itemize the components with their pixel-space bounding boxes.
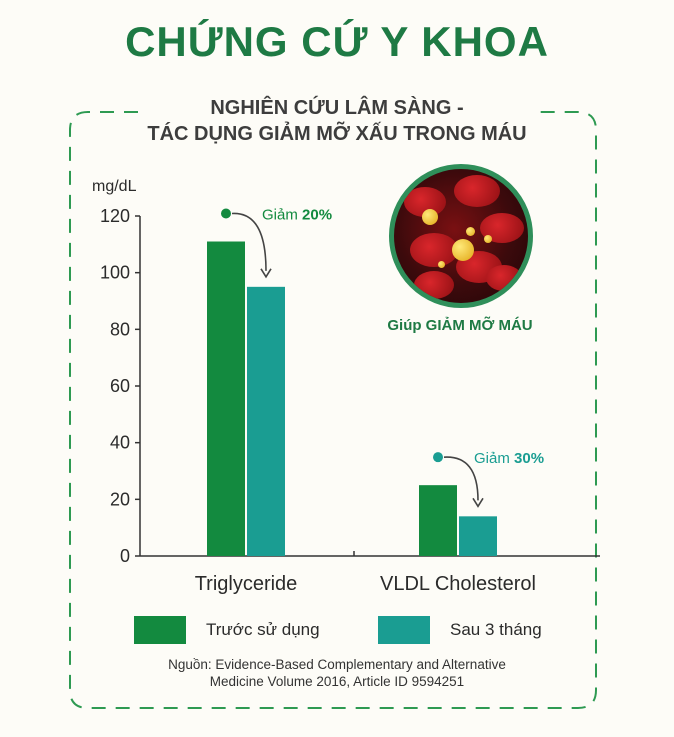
annotation-arrowhead [472,497,484,508]
legend-label-before: Trước sử dụng [206,620,320,639]
y-tick-label: 40 [110,433,130,453]
bar-after-1 [459,516,497,556]
y-tick-label: 100 [100,263,130,283]
y-tick-label: 0 [120,546,130,566]
y-tick-label: 20 [110,489,130,509]
subtitle-line-1: NGHIÊN CỨU LÂM SÀNG - [210,97,464,119]
bar-after-0 [247,286,285,556]
image-caption: Giúp GIẢM MỠ MÁU [387,317,533,334]
legend-item-after: Sau 3 tháng [378,615,542,645]
legend-swatch-before [134,616,186,644]
y-tick-label: 80 [110,319,130,339]
annotation-dot [433,452,443,463]
x-category-label: VLDL Cholesterol [380,573,536,595]
study-subtitle: NGHIÊN CỨU LÂM SÀNG - TÁC DỤNG GIẢM MỠ X… [0,95,674,147]
bar-before-0 [207,241,245,556]
y-tick-label: 60 [110,376,130,396]
bar-before-1 [419,485,457,556]
source-line-2: Medicine Volume 2016, Article ID 9594251 [209,674,465,689]
x-category-label: Triglyceride [195,573,298,595]
annotation-arrowhead [260,268,272,279]
subtitle-line-2: TÁC DỤNG GIẢM MỠ XẤU TRONG MÁU [147,123,527,145]
annotation-label: Giảm 20% [262,207,332,224]
annotation-dot [221,208,231,219]
y-axis-unit: mg/dL [92,178,137,195]
legend-swatch-after [378,616,430,644]
source-line-1: Nguồn: Evidence-Based Complementary and … [168,657,506,672]
annotation-label: Giảm 30% [474,450,544,467]
annotation-arrow [231,212,267,271]
page-title: CHỨNG CỨ Y KHOA [125,18,549,65]
legend-label-after: Sau 3 tháng [450,620,542,639]
y-tick-label: 120 [100,206,130,226]
legend-item-before: Trước sử dụng [134,615,320,645]
source-citation: Nguồn: Evidence-Based Complementary and … [0,656,674,690]
annotation-arrow [443,456,479,501]
blood-cells-image [389,164,533,308]
